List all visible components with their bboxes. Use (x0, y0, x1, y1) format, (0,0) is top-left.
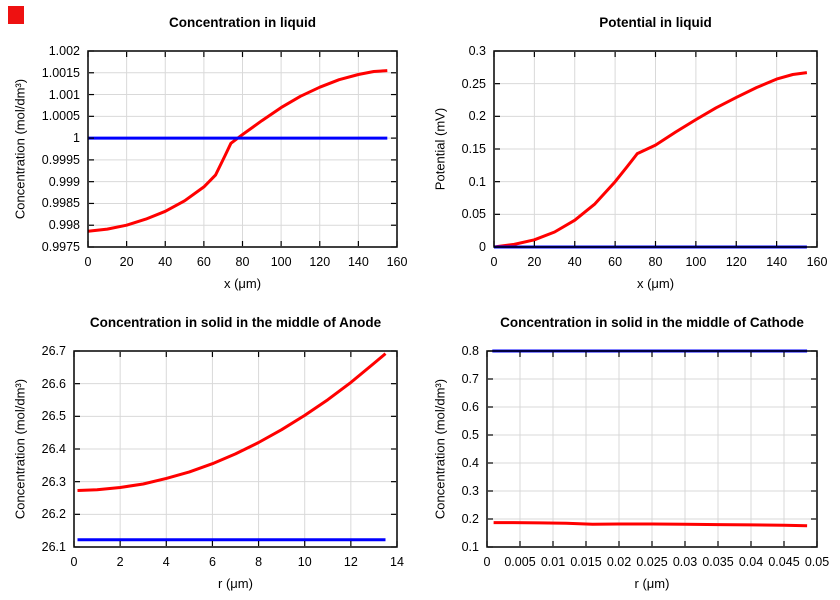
x-tick-label: 8 (255, 555, 263, 569)
y-tick-label: 1.002 (48, 44, 80, 58)
y-tick-label: 0.2 (461, 512, 479, 526)
y-tick-label: 0.7 (461, 372, 479, 386)
x-tick-label: 0.01 (540, 555, 566, 569)
x-tick-label: 0.025 (636, 555, 668, 569)
y-tick-label: 0.5 (461, 428, 479, 442)
x-tick-label: 60 (196, 255, 211, 269)
chart-concentration-solid-anode: Concentration in solid in the middle of … (0, 300, 420, 600)
x-axis-label: r (μm) (218, 576, 253, 591)
y-tick-label: 0.25 (461, 76, 486, 91)
y-tick-label: 0.1 (461, 540, 479, 554)
y-tick-label: 0.6 (461, 400, 479, 414)
x-tick-label: 12 (343, 555, 358, 569)
series-liquid-concentration (87, 69, 388, 233)
x-tick-label: 0.02 (606, 555, 632, 569)
chart-title: Concentration in solid in the middle of … (500, 315, 804, 330)
y-tick-label: 0.8 (461, 344, 479, 358)
x-tick-label: 0 (483, 555, 491, 569)
series-anode-solid-concentration (77, 352, 387, 492)
x-tick-label: 40 (567, 255, 582, 269)
y-tick-label: 0 (479, 240, 486, 254)
red-square-marker (8, 6, 24, 24)
y-tick-label: 26.1 (41, 540, 66, 554)
y-tick-label: 26.3 (41, 474, 66, 489)
plot-area (486, 349, 818, 548)
y-tick-label: 1.0005 (41, 109, 80, 124)
x-tick-label: 0 (84, 255, 92, 269)
plot-area (73, 350, 398, 548)
y-tick-label: 0.3 (461, 484, 479, 498)
x-tick-label: 140 (347, 255, 369, 269)
y-tick-label: 26.5 (41, 409, 66, 424)
series-liquid-potential (493, 71, 808, 249)
chart-concentration-solid-cathode: Concentration in solid in the middle of … (420, 300, 840, 600)
x-tick-label: 2 (116, 555, 124, 569)
plot-frame (73, 350, 398, 548)
x-tick-label: 0.03 (672, 555, 698, 569)
y-tick-label: 1 (73, 131, 80, 146)
x-tick-label: 0.035 (702, 555, 734, 569)
plot-frame (87, 50, 398, 248)
plot-area (493, 50, 818, 249)
x-tick-label: 10 (297, 555, 312, 569)
x-tick-label: 0 (70, 555, 78, 569)
y-tick-label: 0.9975 (41, 240, 80, 254)
y-tick-label: 0.9995 (41, 152, 80, 167)
y-tick-label: 26.6 (41, 376, 66, 391)
y-tick-label: 1.0015 (41, 65, 80, 80)
y-tick-label: 0.15 (461, 142, 486, 156)
y-tick-label: 0.998 (48, 218, 80, 233)
plot-frame (493, 50, 818, 248)
x-tick-label: 0.015 (570, 555, 602, 569)
y-tick-label: 0.3 (468, 44, 486, 58)
x-tick-label: 0 (490, 255, 498, 269)
x-tick-label: 40 (158, 255, 173, 269)
x-tick-label: 0.04 (738, 555, 764, 569)
y-tick-label: 0.4 (461, 456, 479, 470)
plot-frame (486, 350, 818, 548)
x-tick-label: 160 (386, 255, 408, 269)
x-tick-label: 120 (309, 255, 331, 269)
y-tick-label: 26.2 (41, 507, 66, 522)
x-tick-label: 20 (119, 255, 134, 269)
x-tick-label: 14 (390, 555, 404, 569)
x-tick-label: 0.05 (804, 555, 830, 569)
x-tick-label: 0.005 (504, 555, 536, 569)
x-tick-label: 100 (270, 255, 292, 269)
x-tick-label: 20 (527, 255, 542, 269)
x-tick-label: 120 (725, 255, 747, 269)
chart-title: Concentration in liquid (169, 15, 316, 30)
x-tick-label: 60 (608, 255, 623, 269)
y-tick-label: 0.999 (48, 174, 80, 189)
y-tick-label: 26.7 (41, 344, 66, 358)
x-tick-label: 0.045 (768, 555, 800, 569)
x-tick-label: 80 (235, 255, 250, 269)
x-tick-label: 100 (685, 255, 707, 269)
series-cathode-solid-concentration (493, 521, 808, 528)
y-tick-label: 26.4 (41, 442, 66, 456)
y-tick-label: 0.2 (468, 109, 486, 124)
y-tick-label: 0.05 (461, 207, 486, 222)
x-axis-label: x (μm) (636, 276, 675, 291)
x-tick-label: 140 (766, 255, 788, 269)
y-tick-label: 1.001 (48, 87, 80, 102)
chart-title: Concentration in solid in the middle of … (89, 315, 382, 330)
y-tick-label: 0.1 (468, 174, 486, 189)
y-tick-label: 0.9985 (41, 196, 80, 211)
chart-potential-in-liquid: Potential in liquid Potential (mV) x (μm) 0… (420, 0, 840, 300)
chart-title: Potential in liquid (599, 15, 712, 30)
x-tick-label: 80 (648, 255, 663, 269)
x-tick-label: 160 (806, 255, 828, 269)
chart-concentration-in-liquid: Concentration in liquid Concentration (mo… (0, 0, 420, 300)
x-axis-label: x (μm) (223, 276, 262, 291)
x-tick-label: 6 (208, 555, 216, 569)
plot-area (87, 50, 398, 248)
x-axis-label: r (μm) (634, 576, 670, 591)
x-tick-label: 4 (162, 555, 170, 569)
